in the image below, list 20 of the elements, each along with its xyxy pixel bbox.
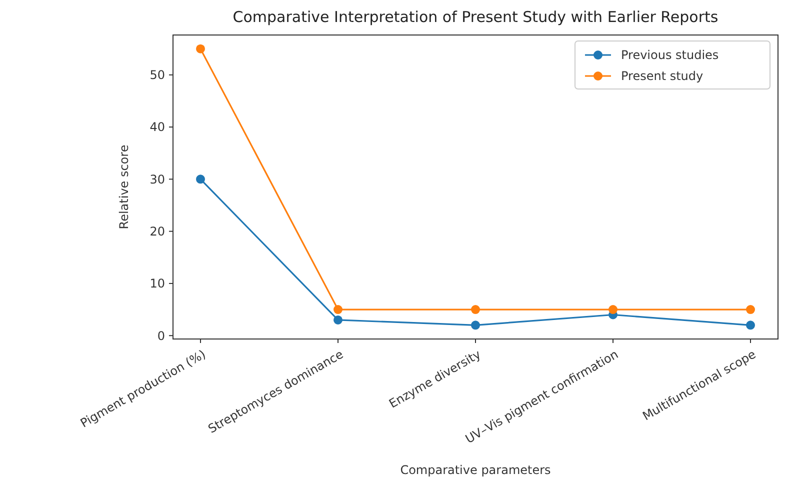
y-tick-label: 50 [150, 68, 165, 82]
y-tick-label: 0 [157, 328, 165, 343]
point [334, 305, 342, 314]
point [196, 174, 205, 184]
point [608, 305, 618, 314]
point [196, 44, 205, 54]
point [334, 315, 342, 324]
x-axis-title: Comparative parameters [400, 463, 551, 477]
legend-label: Previous studies [621, 48, 719, 62]
point [746, 320, 755, 330]
y-tick-label: 30 [150, 172, 165, 186]
point [471, 305, 480, 314]
point [471, 320, 480, 330]
y-tick-label: 10 [150, 276, 165, 291]
y-tick-label: 40 [150, 120, 165, 134]
legend-label: Present study [621, 69, 704, 84]
y-tick-label: 20 [150, 224, 165, 239]
point [746, 305, 755, 314]
y-axis-title: Relative score [117, 144, 131, 230]
chart-title: Comparative Interpretation of Present Study with Earlier Reports [232, 8, 718, 26]
